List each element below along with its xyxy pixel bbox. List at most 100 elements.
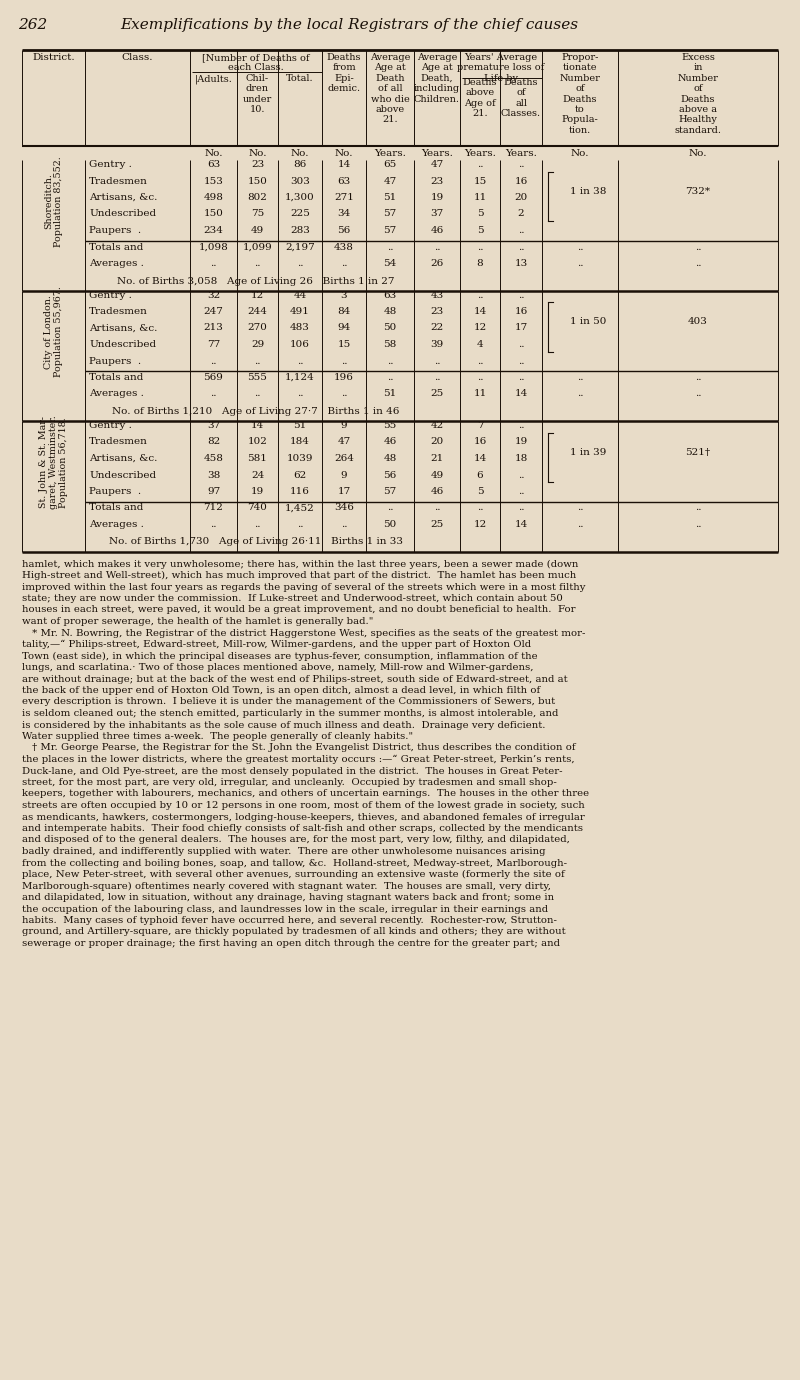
Text: Propor-
tionate
Number
of
Deaths
to
Popula-
tion.: Propor- tionate Number of Deaths to Popu…: [559, 52, 601, 135]
Text: Average
Age at
Death,
including
Children.: Average Age at Death, including Children…: [414, 52, 460, 104]
Text: 57: 57: [383, 226, 397, 235]
Text: 20: 20: [430, 437, 444, 447]
Text: 16: 16: [474, 437, 486, 447]
Text: 17: 17: [338, 487, 350, 495]
Text: 14: 14: [474, 306, 486, 316]
Text: ..: ..: [694, 243, 702, 251]
Text: 16: 16: [514, 306, 528, 316]
Text: 42: 42: [430, 421, 444, 431]
Text: ..: ..: [577, 504, 583, 512]
Text: 48: 48: [383, 454, 397, 464]
Text: 56: 56: [383, 471, 397, 479]
Text: 234: 234: [203, 226, 223, 235]
Text: 116: 116: [290, 487, 310, 495]
Text: 1 in 39: 1 in 39: [570, 447, 606, 457]
Text: 303: 303: [290, 177, 310, 185]
Text: ..: ..: [694, 389, 702, 399]
Text: ..: ..: [210, 356, 217, 366]
Text: ..: ..: [254, 259, 261, 268]
Text: 1,099: 1,099: [242, 243, 272, 251]
Text: Gentry .: Gentry .: [89, 160, 138, 168]
Text: 244: 244: [247, 306, 267, 316]
Text: 12: 12: [474, 323, 486, 333]
Text: ..: ..: [477, 504, 483, 512]
Text: 14: 14: [251, 421, 264, 431]
Text: ..: ..: [434, 243, 440, 251]
Text: 62: 62: [294, 471, 306, 479]
Text: Chil-
dren
under
10.: Chil- dren under 10.: [243, 75, 272, 115]
Text: 19: 19: [251, 487, 264, 495]
Text: 225: 225: [290, 210, 310, 218]
Text: 49: 49: [430, 471, 444, 479]
Text: No.: No.: [689, 149, 707, 157]
Text: tality,—“ Philips-street, Edward-street, Mill-row, Wilmer-gardens, and the upper: tality,—“ Philips-street, Edward-street,…: [22, 640, 531, 650]
Text: 19: 19: [430, 193, 444, 201]
Text: is considered by the inhabitants as the sole cause of much illness and death.  D: is considered by the inhabitants as the …: [22, 720, 546, 730]
Text: 47: 47: [338, 437, 350, 447]
Text: 57: 57: [383, 487, 397, 495]
Text: 271: 271: [334, 193, 354, 201]
Text: 438: 438: [334, 243, 354, 251]
Text: 86: 86: [294, 160, 306, 168]
Text: ..: ..: [518, 226, 524, 235]
Text: ..: ..: [518, 356, 524, 366]
Text: 47: 47: [383, 177, 397, 185]
Text: state; they are now under the commission.  If Luke-street and Underwood-street, : state; they are now under the commission…: [22, 593, 562, 603]
Text: 38: 38: [207, 471, 220, 479]
Text: 498: 498: [203, 193, 223, 201]
Text: every description is thrown.  I believe it is under the management of the Commis: every description is thrown. I believe i…: [22, 697, 555, 707]
Text: 84: 84: [338, 306, 350, 316]
Text: 43: 43: [430, 291, 444, 299]
Text: 802: 802: [247, 193, 267, 201]
Text: ..: ..: [297, 389, 303, 399]
Text: Gentry .: Gentry .: [89, 421, 138, 431]
Text: 11: 11: [474, 389, 486, 399]
Text: 16: 16: [514, 177, 528, 185]
Text: No. of Births 3,058   Age of Living 26   Births 1 in 27: No. of Births 3,058 Age of Living 26 Bir…: [118, 276, 394, 286]
Text: Years.: Years.: [374, 149, 406, 157]
Text: 6: 6: [477, 471, 483, 479]
Text: 264: 264: [334, 454, 354, 464]
Text: 63: 63: [383, 291, 397, 299]
Text: Average
Age at
Death
of all
who die
above
21.: Average Age at Death of all who die abov…: [370, 52, 410, 124]
Text: No.: No.: [204, 149, 222, 157]
Text: 22: 22: [430, 323, 444, 333]
Text: 1,124: 1,124: [285, 373, 315, 382]
Text: Deaths
from
Epi-
demic.: Deaths from Epi- demic.: [326, 52, 362, 94]
Text: Total.: Total.: [286, 75, 314, 83]
Text: 46: 46: [383, 437, 397, 447]
Text: |Adults.: |Adults.: [194, 75, 233, 84]
Text: and disposed of to the general dealers.  The houses are, for the most part, very: and disposed of to the general dealers. …: [22, 835, 570, 845]
Text: 44: 44: [294, 291, 306, 299]
Text: 13: 13: [514, 259, 528, 268]
Text: 8: 8: [477, 259, 483, 268]
Text: 49: 49: [251, 226, 264, 235]
Text: 569: 569: [203, 373, 223, 382]
Text: Excess
in
Number
of
Deaths
above a
Healthy
standard.: Excess in Number of Deaths above a Healt…: [674, 52, 722, 135]
Text: want of proper sewerage, the health of the hamlet is generally bad.": want of proper sewerage, the health of t…: [22, 617, 374, 627]
Text: is seldom cleaned out; the stench emitted, particularly in the summer months, is: is seldom cleaned out; the stench emitte…: [22, 709, 558, 718]
Text: houses in each street, were paved, it would be a great improvement, and no doubt: houses in each street, were paved, it wo…: [22, 606, 575, 614]
Text: 54: 54: [383, 259, 397, 268]
Text: 21: 21: [430, 454, 444, 464]
Text: ..: ..: [518, 504, 524, 512]
Text: No.: No.: [334, 149, 354, 157]
Text: Gentry .: Gentry .: [89, 291, 138, 299]
Text: 483: 483: [290, 323, 310, 333]
Text: 732*: 732*: [686, 186, 710, 196]
Text: No.: No.: [248, 149, 266, 157]
Text: improved within the last four years as regards the paving of several of the stre: improved within the last four years as r…: [22, 582, 586, 592]
Text: ..: ..: [694, 373, 702, 382]
Text: 23: 23: [430, 306, 444, 316]
Text: place, New Peter-street, with several other avenues, surrounding an extensive wa: place, New Peter-street, with several ot…: [22, 869, 565, 879]
Text: ..: ..: [341, 389, 347, 399]
Text: 491: 491: [290, 306, 310, 316]
Text: 18: 18: [514, 454, 528, 464]
Text: 3: 3: [341, 291, 347, 299]
Text: 1039: 1039: [286, 454, 314, 464]
Text: 37: 37: [207, 421, 220, 431]
Text: ground, and Artillery-square, are thickly populated by tradesmen of all kinds an: ground, and Artillery-square, are thickl…: [22, 927, 566, 937]
Text: 50: 50: [383, 323, 397, 333]
Text: ..: ..: [341, 356, 347, 366]
Text: 153: 153: [203, 177, 223, 185]
